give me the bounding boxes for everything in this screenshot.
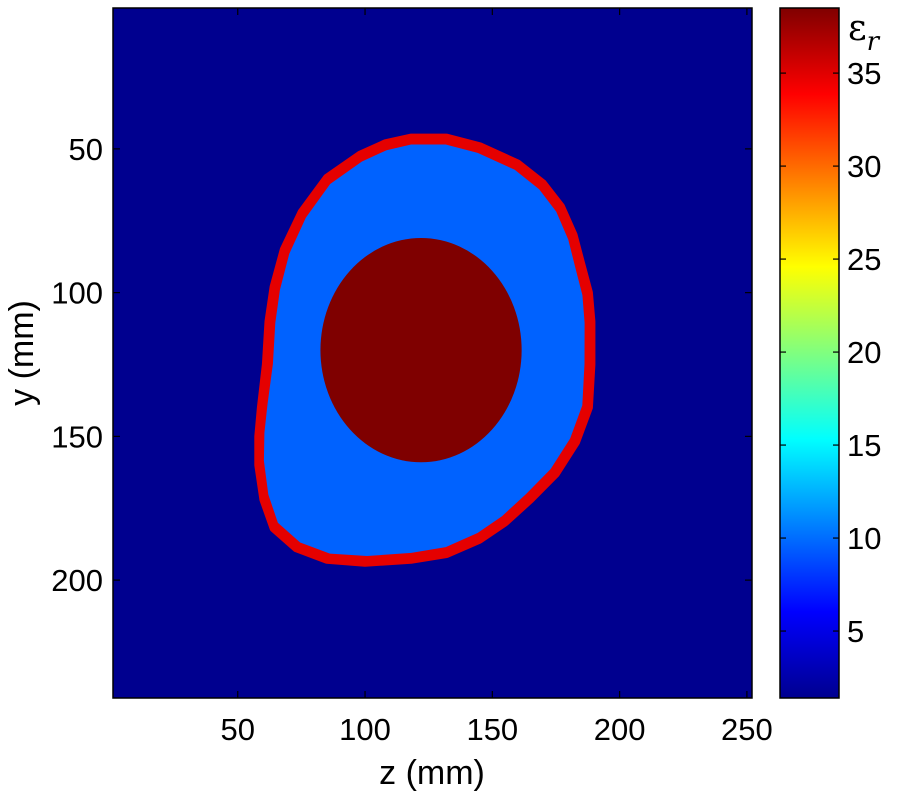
- y-tick-label: 200: [51, 563, 103, 598]
- plot-frame: [112, 7, 753, 699]
- core-region: [320, 238, 522, 463]
- y-axis-label: y (mm): [3, 300, 41, 406]
- colorbar-tick-label: 10: [847, 521, 881, 556]
- colorbar-gradient: [779, 7, 840, 699]
- colorbar: 5 10 15 20 25 30 35 εr: [779, 7, 881, 699]
- y-axis: 50 100 150 200: [51, 132, 752, 598]
- x-tick-label: 50: [221, 712, 255, 747]
- colorbar-tick-label: 20: [847, 335, 881, 370]
- x-tick-label: 100: [339, 712, 391, 747]
- x-tick-label: 150: [466, 712, 518, 747]
- colorbar-tick-label: 25: [847, 242, 881, 277]
- colorbar-tick-label: 15: [847, 428, 881, 463]
- colorbar-label-subscript: r: [867, 27, 881, 57]
- colorbar-tick-label: 35: [847, 56, 881, 91]
- x-axis: 50 100 150 200 250: [221, 8, 773, 747]
- colorbar-tick-label: 5: [847, 614, 864, 649]
- x-axis-label: z (mm): [379, 754, 485, 792]
- colorbar-label-symbol: ε: [848, 8, 867, 49]
- colorbar-label: εr: [848, 8, 881, 57]
- colorbar-tick-label: 30: [847, 149, 881, 184]
- y-tick-label: 50: [69, 132, 103, 167]
- colorbar-ticks: 5 10 15 20 25 30 35: [780, 56, 881, 649]
- x-tick-label: 250: [721, 712, 773, 747]
- plot-area: [113, 8, 752, 698]
- x-tick-label: 200: [594, 712, 646, 747]
- y-tick-label: 100: [51, 276, 103, 311]
- y-tick-label: 150: [51, 419, 103, 454]
